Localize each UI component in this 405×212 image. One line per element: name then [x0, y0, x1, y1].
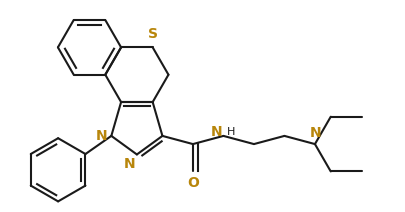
- Text: N: N: [210, 125, 222, 139]
- Text: S: S: [147, 27, 157, 41]
- Text: N: N: [309, 126, 321, 140]
- Text: N: N: [123, 158, 134, 172]
- Text: O: O: [187, 176, 198, 190]
- Text: H: H: [226, 127, 234, 137]
- Text: N: N: [96, 129, 107, 143]
